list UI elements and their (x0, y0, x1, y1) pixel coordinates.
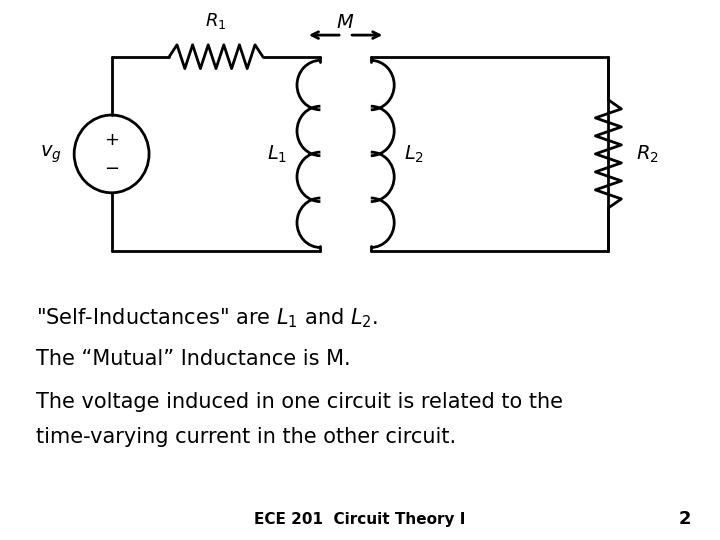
Text: The “Mutual” Inductance is M.: The “Mutual” Inductance is M. (36, 349, 351, 369)
Text: $v_g$: $v_g$ (40, 143, 61, 165)
Text: "Self-Inductances" are $L_1$ and $L_2$.: "Self-Inductances" are $L_1$ and $L_2$. (36, 307, 378, 330)
Text: +: + (104, 131, 119, 150)
Text: ECE 201  Circuit Theory I: ECE 201 Circuit Theory I (254, 512, 466, 527)
Text: The voltage induced in one circuit is related to the: The voltage induced in one circuit is re… (36, 392, 563, 413)
Text: time-varying current in the other circuit.: time-varying current in the other circui… (36, 427, 456, 448)
Text: 2: 2 (679, 510, 691, 529)
Text: $R_1$: $R_1$ (205, 11, 227, 31)
Text: $R_2$: $R_2$ (636, 143, 659, 165)
Text: $L_2$: $L_2$ (404, 143, 424, 165)
Text: $M$: $M$ (336, 15, 355, 32)
Text: −: − (104, 160, 120, 178)
Text: $L_1$: $L_1$ (267, 143, 287, 165)
